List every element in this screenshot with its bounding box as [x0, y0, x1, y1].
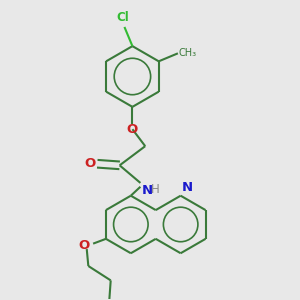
- Text: Cl: Cl: [116, 11, 129, 24]
- Text: O: O: [79, 239, 90, 252]
- Text: N: N: [182, 181, 194, 194]
- Text: O: O: [84, 157, 95, 170]
- Text: CH₃: CH₃: [179, 48, 197, 58]
- Text: O: O: [127, 123, 138, 136]
- Text: H: H: [151, 183, 159, 196]
- Text: N: N: [141, 184, 152, 197]
